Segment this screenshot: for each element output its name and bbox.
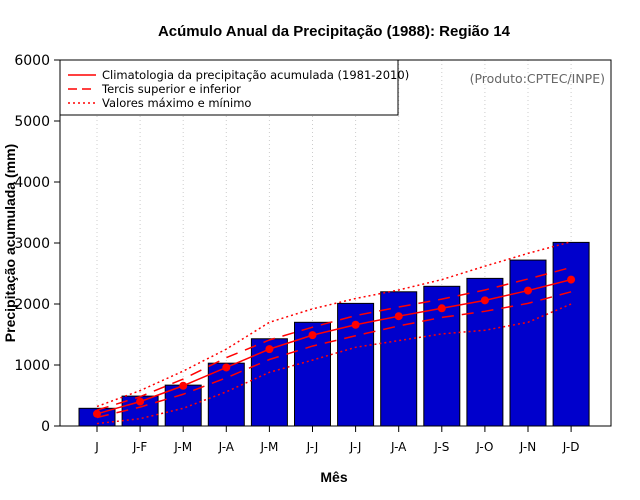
x-tick-label: J-M: [260, 440, 279, 454]
bar: [380, 291, 418, 427]
climatology-point: [394, 312, 403, 321]
climatology-point: [524, 286, 532, 295]
climatology-point: [222, 363, 231, 372]
legend-box: [59, 59, 399, 116]
bar: [164, 384, 202, 427]
min-line: [96, 303, 572, 425]
x-axis: J J-F J-M J-A J-M J-J J-J J-A J-S J-O J-N J-D: [94, 426, 579, 454]
bar: [552, 241, 590, 427]
tercile-lower-line: [96, 291, 572, 419]
y-axis-label: Precipitação acumulada (mm): [2, 144, 18, 342]
y-tick-label: 3000: [14, 236, 50, 252]
x-tick-label: J-A: [390, 440, 407, 454]
legend-label-extremes: Valores máximo e mínimo: [102, 96, 251, 110]
y-tick-label: 2000: [14, 297, 50, 313]
climatology-point: [179, 381, 188, 390]
x-tick-label: J-M: [173, 440, 192, 454]
climatology-point: [265, 345, 274, 354]
climatology-point: [308, 331, 317, 340]
bar: [509, 259, 547, 427]
source-label: (Produto:CPTEC/INPE): [470, 71, 605, 86]
x-tick-label: J-J: [306, 440, 319, 454]
chart-title: Acúmulo Anual da Precipitação (1988): Re…: [158, 23, 511, 40]
climatology-point: [136, 397, 145, 406]
climatology-point: [93, 409, 101, 418]
x-tick-label: J-O: [475, 440, 493, 454]
legend: Climatologia da precipitação acumulada (…: [59, 59, 409, 116]
x-tick-label: J: [94, 440, 99, 454]
bars: [78, 241, 590, 427]
climatology-point: [351, 320, 360, 329]
y-tick-label: 5000: [14, 114, 50, 130]
x-tick-label: J-D: [562, 440, 580, 454]
y-tick-label: 4000: [14, 175, 50, 191]
tercile-upper-line: [96, 266, 572, 411]
climatology-point: [437, 304, 446, 313]
climatology-point: [567, 275, 576, 284]
x-tick-label: J-J: [349, 440, 362, 454]
climatology-point: [480, 296, 489, 305]
y-tick-label: 6000: [14, 53, 50, 69]
x-tick-label: J-A: [218, 440, 235, 454]
x-tick-label: J-S: [433, 440, 449, 454]
legend-label-terciles: Tercis superior e inferior: [101, 82, 241, 96]
y-tick-label: 1000: [14, 358, 50, 374]
climatology-line: [96, 278, 572, 415]
x-tick-label: J-F: [132, 440, 147, 454]
y-tick-label: 0: [41, 419, 50, 435]
x-axis-label: Mês: [320, 469, 347, 485]
y-axis: 0 1000 2000 3000 4000 5000 6000: [14, 53, 60, 435]
legend-label-climatology: Climatologia da precipitação acumulada (…: [102, 68, 409, 82]
bar: [250, 338, 288, 427]
lines: [93, 241, 576, 425]
x-tick-label: J-N: [519, 440, 536, 454]
max-line: [96, 241, 572, 408]
bar: [207, 362, 245, 427]
